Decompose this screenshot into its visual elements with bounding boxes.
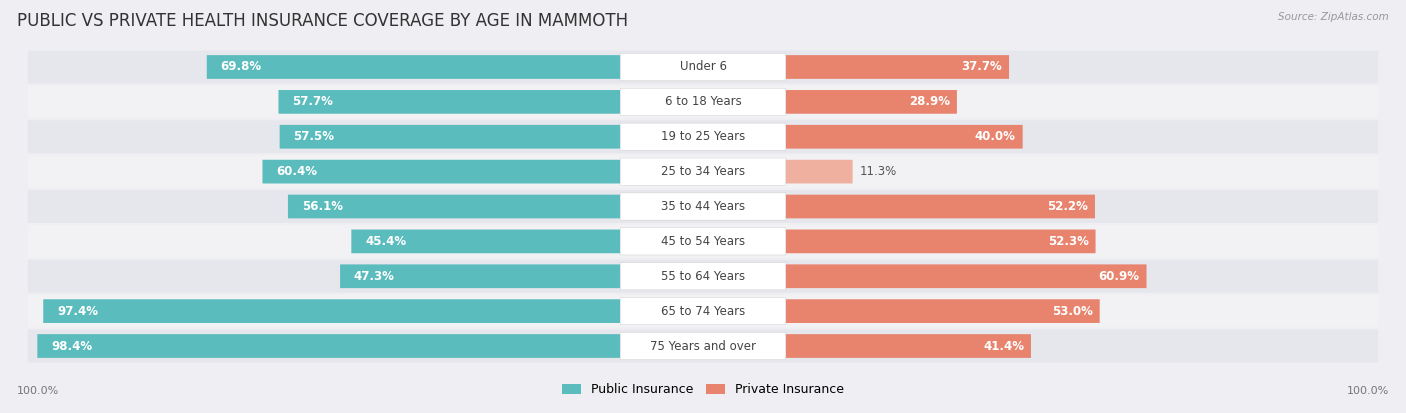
FancyBboxPatch shape [28,330,1378,362]
Text: 57.5%: 57.5% [294,130,335,143]
Text: 6 to 18 Years: 6 to 18 Years [665,95,741,108]
Text: Under 6: Under 6 [679,60,727,74]
Text: 28.9%: 28.9% [910,95,950,108]
Text: 35 to 44 Years: 35 to 44 Years [661,200,745,213]
Legend: Public Insurance, Private Insurance: Public Insurance, Private Insurance [557,378,849,401]
FancyBboxPatch shape [340,264,620,288]
FancyBboxPatch shape [786,125,1022,149]
FancyBboxPatch shape [786,299,1099,323]
FancyBboxPatch shape [620,193,786,220]
Text: 47.3%: 47.3% [354,270,395,283]
FancyBboxPatch shape [28,120,1378,153]
FancyBboxPatch shape [28,260,1378,293]
FancyBboxPatch shape [786,230,1095,253]
FancyBboxPatch shape [28,295,1378,328]
FancyBboxPatch shape [44,299,620,323]
FancyBboxPatch shape [786,195,1095,218]
FancyBboxPatch shape [620,263,786,290]
Text: 65 to 74 Years: 65 to 74 Years [661,305,745,318]
FancyBboxPatch shape [263,160,620,183]
Text: 52.3%: 52.3% [1047,235,1088,248]
Text: 60.4%: 60.4% [276,165,318,178]
FancyBboxPatch shape [786,160,852,183]
Text: 57.7%: 57.7% [292,95,333,108]
Text: 75 Years and over: 75 Years and over [650,339,756,353]
Text: 37.7%: 37.7% [962,60,1002,74]
Text: 25 to 34 Years: 25 to 34 Years [661,165,745,178]
Text: 53.0%: 53.0% [1052,305,1092,318]
FancyBboxPatch shape [28,51,1378,83]
Text: 55 to 64 Years: 55 to 64 Years [661,270,745,283]
Text: 97.4%: 97.4% [58,305,98,318]
Text: 45 to 54 Years: 45 to 54 Years [661,235,745,248]
FancyBboxPatch shape [278,90,620,114]
FancyBboxPatch shape [288,195,620,218]
FancyBboxPatch shape [620,53,786,81]
Text: 98.4%: 98.4% [51,339,93,353]
Text: 100.0%: 100.0% [1347,387,1389,396]
Text: 45.4%: 45.4% [366,235,406,248]
FancyBboxPatch shape [620,123,786,150]
Text: 41.4%: 41.4% [983,339,1024,353]
FancyBboxPatch shape [28,225,1378,258]
FancyBboxPatch shape [786,264,1146,288]
FancyBboxPatch shape [280,125,620,149]
Text: 60.9%: 60.9% [1098,270,1140,283]
FancyBboxPatch shape [620,88,786,116]
Text: Source: ZipAtlas.com: Source: ZipAtlas.com [1278,12,1389,22]
Text: 40.0%: 40.0% [974,130,1015,143]
FancyBboxPatch shape [352,230,620,253]
Text: 11.3%: 11.3% [859,165,897,178]
FancyBboxPatch shape [28,190,1378,223]
FancyBboxPatch shape [38,334,620,358]
FancyBboxPatch shape [786,55,1010,79]
Text: PUBLIC VS PRIVATE HEALTH INSURANCE COVERAGE BY AGE IN MAMMOTH: PUBLIC VS PRIVATE HEALTH INSURANCE COVER… [17,12,628,31]
Text: 69.8%: 69.8% [221,60,262,74]
FancyBboxPatch shape [28,85,1378,118]
FancyBboxPatch shape [620,332,786,360]
Text: 56.1%: 56.1% [302,200,343,213]
FancyBboxPatch shape [786,90,957,114]
Text: 100.0%: 100.0% [17,387,59,396]
Text: 19 to 25 Years: 19 to 25 Years [661,130,745,143]
FancyBboxPatch shape [620,297,786,325]
Text: 52.2%: 52.2% [1047,200,1088,213]
FancyBboxPatch shape [620,228,786,255]
FancyBboxPatch shape [28,155,1378,188]
FancyBboxPatch shape [207,55,620,79]
FancyBboxPatch shape [786,334,1031,358]
FancyBboxPatch shape [620,158,786,185]
